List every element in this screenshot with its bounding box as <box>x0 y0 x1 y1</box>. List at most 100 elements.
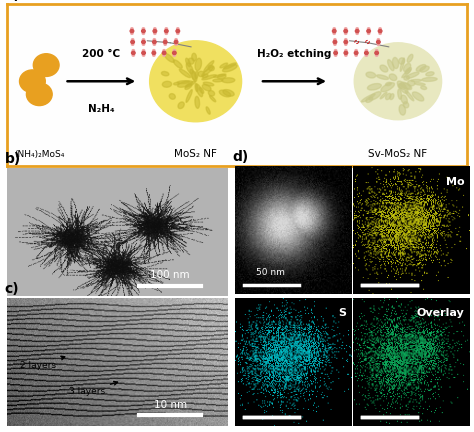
Ellipse shape <box>414 83 425 85</box>
Text: d): d) <box>232 150 248 164</box>
Ellipse shape <box>173 83 179 85</box>
Circle shape <box>345 50 347 52</box>
Circle shape <box>379 32 381 35</box>
Circle shape <box>365 51 368 54</box>
Ellipse shape <box>196 84 202 97</box>
Ellipse shape <box>195 58 201 70</box>
Circle shape <box>142 51 146 54</box>
Circle shape <box>365 54 367 56</box>
Circle shape <box>132 54 135 56</box>
Ellipse shape <box>400 58 404 71</box>
Circle shape <box>379 28 381 30</box>
Ellipse shape <box>390 94 394 100</box>
Ellipse shape <box>380 65 388 72</box>
Text: S: S <box>338 308 346 318</box>
Circle shape <box>153 41 156 44</box>
Ellipse shape <box>217 75 226 79</box>
Ellipse shape <box>367 83 381 90</box>
Circle shape <box>375 54 378 56</box>
Circle shape <box>142 29 145 33</box>
Circle shape <box>333 41 337 44</box>
Ellipse shape <box>388 60 394 71</box>
Ellipse shape <box>416 64 426 71</box>
Ellipse shape <box>381 83 394 92</box>
Ellipse shape <box>403 64 410 72</box>
Text: 3 layers: 3 layers <box>69 381 118 396</box>
Circle shape <box>164 29 168 33</box>
Circle shape <box>154 32 156 35</box>
Ellipse shape <box>210 95 216 102</box>
Ellipse shape <box>204 61 214 72</box>
Ellipse shape <box>178 81 193 87</box>
Circle shape <box>377 38 380 41</box>
Circle shape <box>344 41 347 44</box>
Text: 50 nm: 50 nm <box>256 268 285 276</box>
Circle shape <box>345 28 347 30</box>
Ellipse shape <box>203 82 214 86</box>
Ellipse shape <box>179 69 191 78</box>
Ellipse shape <box>177 81 190 83</box>
Ellipse shape <box>380 92 387 99</box>
Circle shape <box>335 54 337 56</box>
Ellipse shape <box>405 90 414 101</box>
Circle shape <box>173 50 175 52</box>
Ellipse shape <box>206 107 210 114</box>
Circle shape <box>355 54 357 56</box>
Circle shape <box>345 38 347 41</box>
Text: 2 layers: 2 layers <box>20 356 65 370</box>
Circle shape <box>173 54 175 56</box>
Circle shape <box>131 43 134 45</box>
Circle shape <box>335 50 337 52</box>
Circle shape <box>177 32 179 35</box>
Ellipse shape <box>385 93 391 100</box>
Circle shape <box>332 29 336 33</box>
Circle shape <box>334 38 336 41</box>
Text: (NH₄)₂MoS₄: (NH₄)₂MoS₄ <box>14 150 64 159</box>
Circle shape <box>153 54 155 56</box>
Ellipse shape <box>209 91 215 96</box>
Circle shape <box>163 54 165 56</box>
Circle shape <box>142 50 145 52</box>
Circle shape <box>355 50 357 52</box>
Text: N₂H₄: N₂H₄ <box>88 104 115 114</box>
Ellipse shape <box>376 75 389 79</box>
Circle shape <box>176 29 180 33</box>
Text: a): a) <box>5 0 20 2</box>
Circle shape <box>162 51 166 54</box>
Ellipse shape <box>198 71 204 77</box>
Circle shape <box>175 38 177 41</box>
Ellipse shape <box>399 84 408 93</box>
Ellipse shape <box>173 60 182 68</box>
Ellipse shape <box>219 90 231 97</box>
Ellipse shape <box>412 92 424 101</box>
Ellipse shape <box>408 80 415 86</box>
Circle shape <box>142 54 145 56</box>
Circle shape <box>334 43 336 45</box>
Circle shape <box>154 28 156 30</box>
Circle shape <box>165 28 167 30</box>
Circle shape <box>378 29 382 33</box>
Circle shape <box>334 51 337 54</box>
Ellipse shape <box>186 63 193 74</box>
Ellipse shape <box>162 71 169 76</box>
Ellipse shape <box>403 102 409 108</box>
Ellipse shape <box>185 81 195 87</box>
Circle shape <box>142 43 145 45</box>
Ellipse shape <box>192 53 196 61</box>
Text: MoS₂ NF: MoS₂ NF <box>174 149 217 159</box>
Ellipse shape <box>422 77 437 81</box>
Text: H₂O₂ etching: H₂O₂ etching <box>257 49 332 59</box>
Ellipse shape <box>369 92 381 100</box>
Ellipse shape <box>202 84 211 91</box>
Circle shape <box>344 29 347 33</box>
Circle shape <box>164 41 167 44</box>
Circle shape <box>375 51 378 54</box>
Circle shape <box>354 43 442 120</box>
Circle shape <box>142 38 145 41</box>
Ellipse shape <box>195 83 198 92</box>
Circle shape <box>173 51 176 54</box>
Ellipse shape <box>223 89 234 96</box>
Ellipse shape <box>426 72 434 76</box>
Circle shape <box>163 50 165 52</box>
Circle shape <box>345 43 347 45</box>
